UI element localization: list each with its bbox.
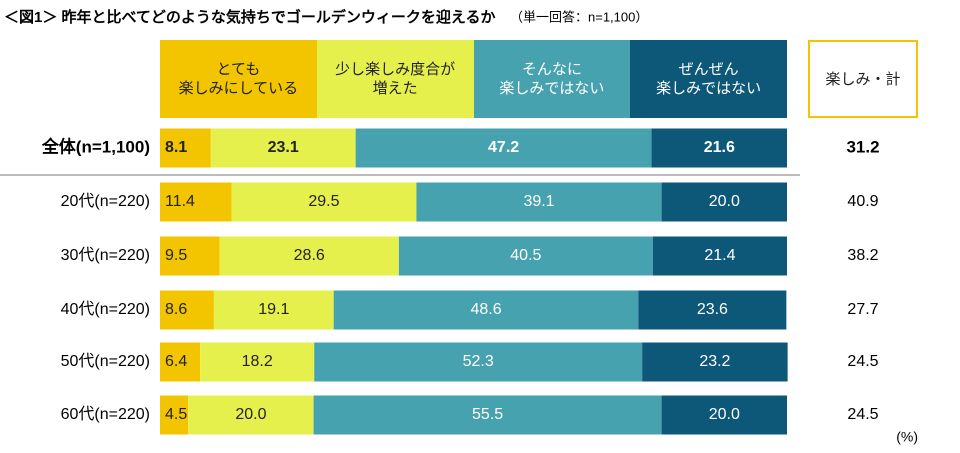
bar-segment <box>314 342 643 382</box>
bar-segment <box>160 236 220 276</box>
value-label: 11.4 <box>165 193 195 210</box>
value-label: 23.6 <box>697 301 728 318</box>
value-label: 19.1 <box>258 301 289 318</box>
bar-segment <box>642 342 788 382</box>
value-label: 55.5 <box>472 406 503 423</box>
value-label: 52.3 <box>463 353 494 370</box>
bar-segment <box>398 236 653 276</box>
bar-segment <box>160 395 189 435</box>
bar-segment <box>188 395 314 435</box>
y-tick-label: 60代(n=220) <box>61 405 150 423</box>
value-label: 20.0 <box>709 193 740 210</box>
total-value: 38.2 <box>847 247 878 264</box>
bar-segment <box>651 128 787 168</box>
chart-title: ＜図1＞ 昨年と比べてどのような気持ちでゴールデンウィークを迎えるか <box>4 8 495 26</box>
value-label: 48.6 <box>470 301 501 318</box>
value-label: 40.5 <box>510 247 541 264</box>
bar-segment <box>638 290 787 330</box>
bar-segment <box>160 290 214 330</box>
y-tick-label: 30代(n=220) <box>61 246 150 264</box>
bar-segment <box>355 128 652 168</box>
total-value: 27.7 <box>847 301 878 318</box>
bar-segment <box>661 395 787 435</box>
value-label: 20.0 <box>235 406 266 423</box>
value-label: 39.1 <box>523 193 554 210</box>
legend-header: そんなに 楽しみではない <box>473 40 631 118</box>
bar-segment <box>313 395 662 435</box>
unit-label: (%) <box>896 429 918 445</box>
y-tick-label: 全体(n=1,100) <box>41 136 150 156</box>
bar-segment <box>160 182 232 222</box>
value-label: 29.5 <box>308 193 339 210</box>
total-value: 24.5 <box>847 406 878 423</box>
total-value: 24.5 <box>847 353 878 370</box>
bar-segment <box>416 182 662 222</box>
chart-subtitle: （単一回答：n=1,100） <box>510 9 648 24</box>
value-label: 21.6 <box>704 139 735 156</box>
value-label: 23.2 <box>699 353 730 370</box>
value-label: 4.5 <box>165 406 187 423</box>
total-value: 40.9 <box>847 193 878 210</box>
bar-segment <box>160 342 201 382</box>
bar-segment <box>210 128 356 168</box>
value-label: 9.5 <box>165 247 187 264</box>
bar-segment <box>213 290 334 330</box>
y-tick-label: 40代(n=220) <box>61 300 150 318</box>
value-label: 8.6 <box>165 301 187 318</box>
bar-segment <box>219 236 399 276</box>
legend-header: ぜんぜん 楽しみではない <box>630 40 787 118</box>
bar-segment <box>200 342 315 382</box>
y-tick-label: 20代(n=220) <box>61 192 150 210</box>
y-tick-label: 50代(n=220) <box>61 352 150 370</box>
value-label: 28.6 <box>294 247 325 264</box>
value-label: 8.1 <box>165 139 187 156</box>
bar-segment <box>160 128 211 168</box>
value-label: 20.0 <box>709 406 740 423</box>
bar-segment <box>333 290 639 330</box>
bar-segment <box>231 182 417 222</box>
value-label: 21.4 <box>704 247 735 264</box>
total-value: 31.2 <box>846 137 879 156</box>
bar-segment <box>652 236 787 276</box>
bar-segment <box>661 182 787 222</box>
legend-header: とても 楽しみにしている <box>160 40 317 118</box>
total-header: 楽しみ・計 <box>808 40 918 118</box>
value-label: 47.2 <box>488 139 519 156</box>
legend-header: 少し楽しみ度合が 増えた <box>316 40 474 118</box>
value-label: 18.2 <box>242 353 273 370</box>
value-label: 23.1 <box>268 139 299 156</box>
value-label: 6.4 <box>165 353 187 370</box>
